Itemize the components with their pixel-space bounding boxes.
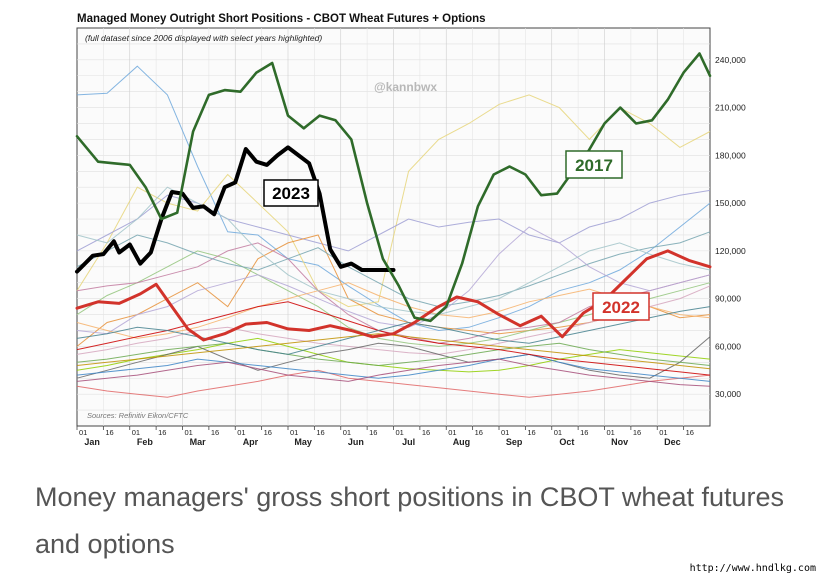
x-month-label: Nov: [611, 437, 628, 447]
y-tick-label: 30,000: [715, 389, 741, 399]
footer-url: http://www.hndlkg.com: [689, 563, 816, 574]
x-tick-label: 16: [686, 428, 694, 437]
label-2022: 2022: [592, 292, 650, 321]
x-month-label: Mar: [190, 437, 207, 447]
x-tick-label: 16: [475, 428, 483, 437]
x-tick-label: 16: [369, 428, 377, 437]
background-series-line: [76, 231, 711, 308]
y-tick-label: 90,000: [715, 294, 741, 304]
x-tick-label: 16: [264, 428, 272, 437]
y-tick-label: 60,000: [715, 341, 741, 351]
x-tick-label: 01: [659, 428, 667, 437]
background-series-line: [76, 336, 711, 379]
y-tick-label: 210,000: [715, 103, 746, 113]
watermark: @kannbwx: [374, 80, 437, 94]
y-tick-label: 240,000: [715, 55, 746, 65]
x-tick-label: 01: [396, 428, 404, 437]
chart-subtitle: (full dataset since 2006 displayed with …: [85, 33, 322, 43]
label-2023-text: 2023: [272, 184, 310, 203]
x-month-label: Dec: [664, 437, 681, 447]
background-series-line: [76, 189, 711, 252]
background-series-line: [76, 353, 711, 382]
label-2023: 2023: [263, 179, 319, 207]
x-tick-label: 01: [343, 428, 351, 437]
y-axis: 30,000 60,000 90,000 120,000 150,000 180,000 2…: [715, 55, 746, 399]
x-tick-label: 01: [237, 428, 245, 437]
x-axis: 01 16 01 16 01 16 01 16 01 16 01 16 01 16 01 16 01 16 01 16…: [76, 426, 694, 447]
series-line-2023: [75, 145, 396, 274]
label-2017-box: [565, 150, 623, 179]
background-series-line: [76, 226, 711, 335]
x-month-label: Feb: [137, 437, 154, 447]
x-tick-label: 16: [316, 428, 324, 437]
x-month-label: Apr: [243, 437, 259, 447]
chart: Managed Money Outright Short Positions -…: [75, 13, 746, 447]
x-tick-label: 16: [527, 428, 535, 437]
x-tick-label: 01: [79, 428, 87, 437]
background-series-line: [76, 369, 711, 398]
label-2017: 2017: [565, 150, 623, 179]
x-month-label: Jan: [84, 437, 100, 447]
x-month-label: May: [294, 437, 312, 447]
background-series-line: [76, 342, 711, 367]
chart-title: Managed Money Outright Short Positions -…: [77, 13, 486, 25]
x-month-label: Aug: [453, 437, 471, 447]
label-2017-text: 2017: [575, 156, 613, 175]
series-line-2017: [75, 52, 712, 323]
x-tick-label: 16: [211, 428, 219, 437]
label-2023-box: [263, 179, 319, 207]
background-series-line: [76, 65, 711, 332]
label-2022-text: 2022: [602, 298, 640, 317]
x-month-label: Sep: [506, 437, 523, 447]
x-tick-label: 16: [158, 428, 166, 437]
x-tick-label: 01: [448, 428, 456, 437]
x-tick-label: 16: [422, 428, 430, 437]
x-tick-label: 16: [633, 428, 641, 437]
x-tick-label: 01: [185, 428, 193, 437]
x-tick-label: 01: [607, 428, 615, 437]
x-tick-label: 16: [105, 428, 113, 437]
x-tick-label: 01: [132, 428, 140, 437]
y-tick-label: 150,000: [715, 198, 746, 208]
background-series-line: [76, 358, 711, 387]
label-2022-box: [592, 292, 650, 321]
caption: Money managers' gross short positions in…: [35, 482, 784, 559]
x-tick-label: 01: [501, 428, 509, 437]
background-series-line: [76, 306, 711, 355]
x-tick-label: 01: [290, 428, 298, 437]
y-tick-label: 120,000: [715, 246, 746, 256]
background-series-line: [76, 333, 711, 370]
x-tick-label: 01: [554, 428, 562, 437]
x-tick-label: 16: [580, 428, 588, 437]
x-month-label: Oct: [559, 437, 574, 447]
x-month-label: Jun: [348, 437, 364, 447]
x-month-label: Jul: [402, 437, 415, 447]
y-tick-label: 180,000: [715, 150, 746, 160]
source-note: Sources: Refinitiv Eikon/CFTC: [87, 411, 189, 420]
